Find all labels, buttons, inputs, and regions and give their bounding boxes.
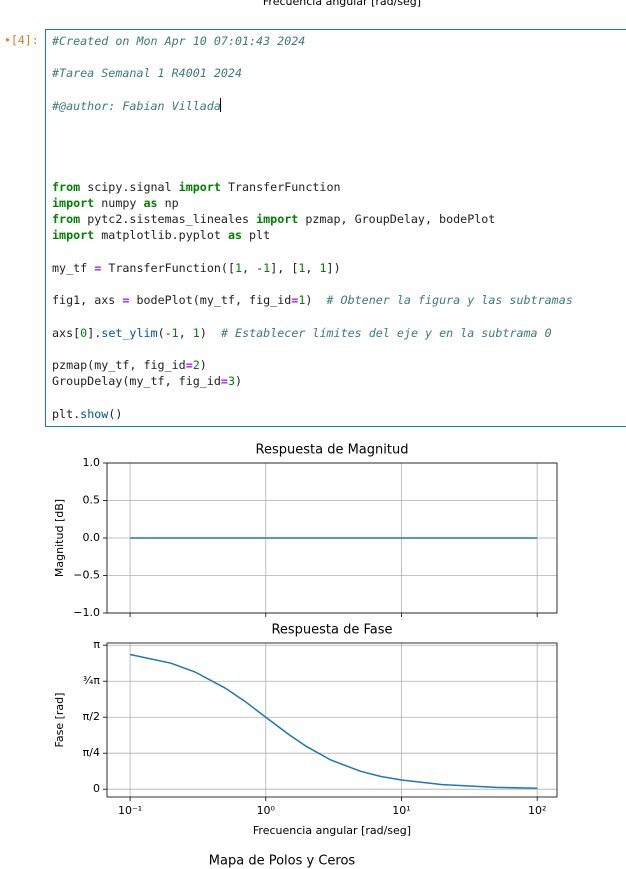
y-tick-label: 1.0: [83, 456, 101, 469]
cropped-x-label: Frecuencia angular [rad/seg]: [263, 0, 421, 8]
y-tick-label: π/4: [83, 746, 100, 759]
y-tick-label: 0.0: [83, 531, 101, 544]
next-chart-title: Mapa de Polos y Ceros: [209, 854, 356, 869]
y-axis-label: Magnitud [dB]: [53, 499, 66, 577]
x-axis-label: Frecuencia angular [rad/seg]: [253, 824, 411, 837]
y-tick-label: −0.5: [73, 569, 100, 582]
y-tick-label: ¾π: [83, 674, 101, 687]
y-tick-label: π: [93, 638, 100, 651]
x-tick-label: 10⁻¹: [118, 804, 142, 817]
data-line: [129, 653, 538, 790]
y-axis-label: Fase [rad]: [53, 693, 66, 748]
code-cell[interactable]: [45, 29, 626, 427]
x-tick-label: 10⁰: [257, 804, 276, 817]
code[interactable]: #Created on Mon Apr 10 07:01:43 2024 #Ta…: [52, 34, 573, 421]
x-tick-label: 10¹: [392, 804, 410, 817]
y-tick-label: −1.0: [73, 606, 100, 619]
x-tick-label: 10²: [528, 804, 546, 817]
axes-frame: [106, 462, 558, 614]
text-cursor: [220, 98, 221, 112]
axes-frame: [106, 642, 558, 798]
y-tick-label: 0: [93, 782, 100, 795]
chart-title: Respuesta de Fase: [271, 623, 392, 638]
y-tick-label: π/2: [83, 710, 100, 723]
cell-prompt: •[4]:: [4, 33, 39, 47]
chart-title: Respuesta de Magnitud: [256, 443, 409, 458]
y-tick-label: 0.5: [83, 494, 101, 507]
